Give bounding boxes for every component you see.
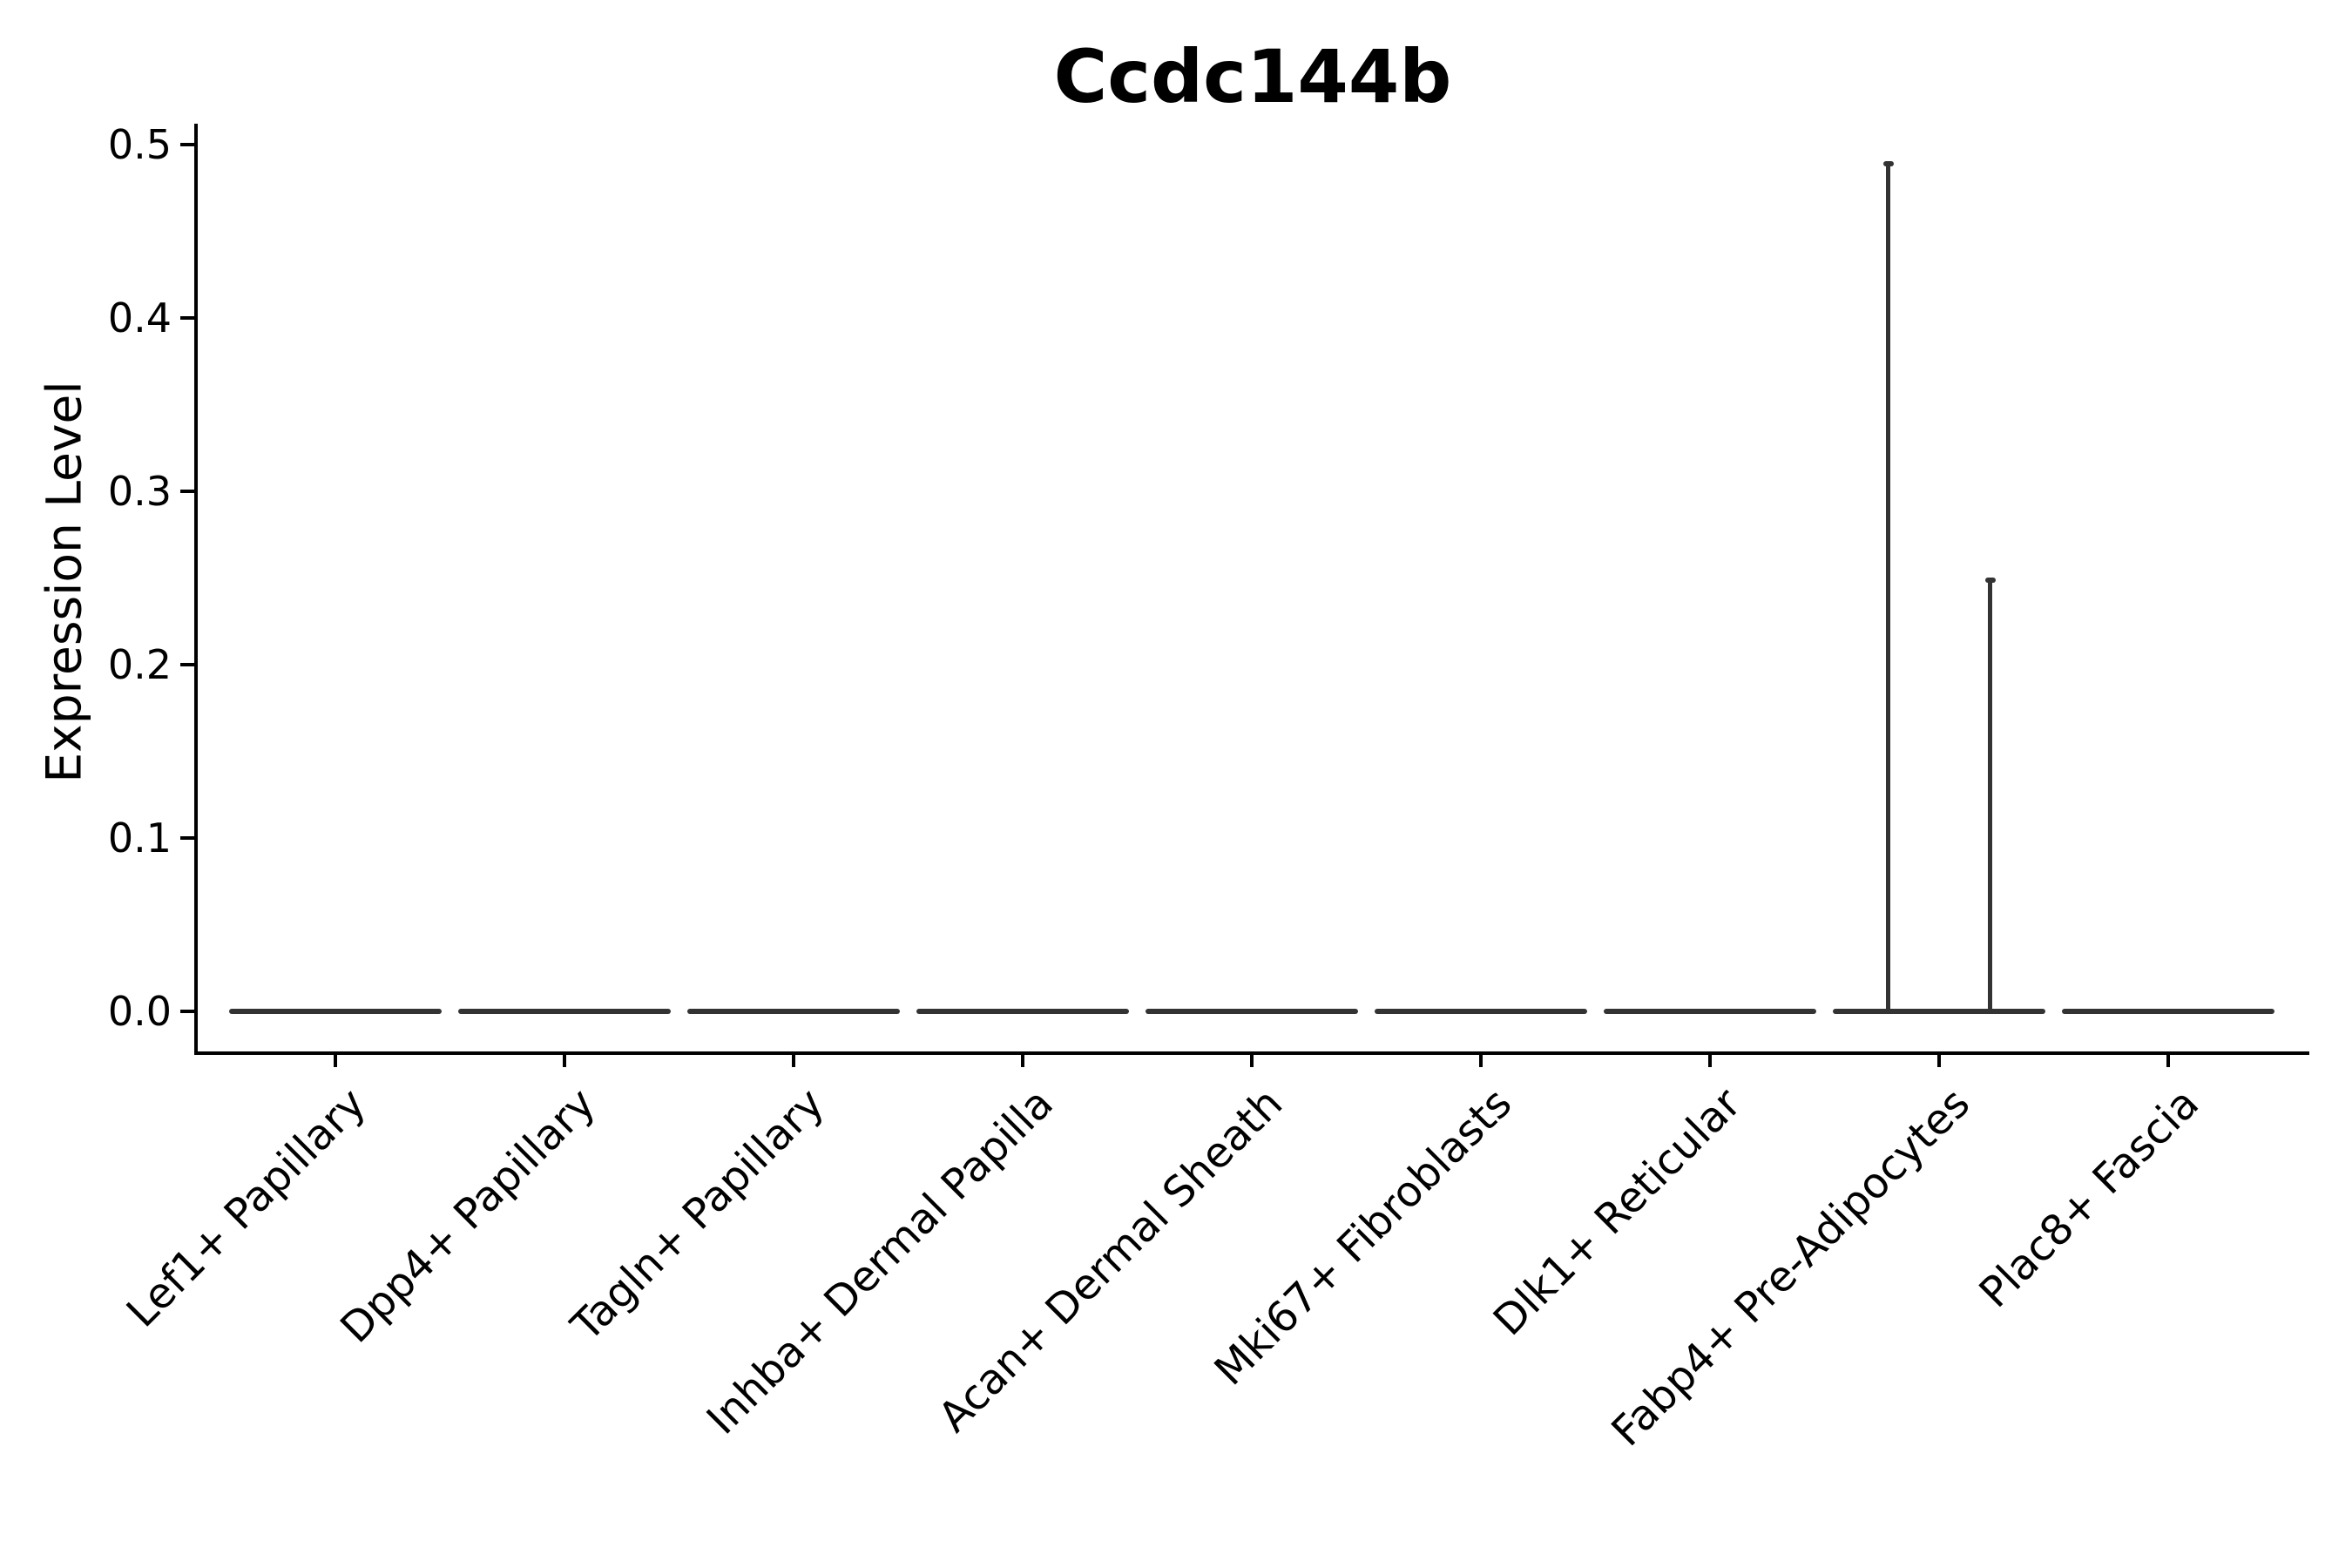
x-tick-mark — [1250, 1055, 1254, 1067]
violin-body — [229, 1009, 442, 1014]
y-tick-label: 0.0 — [107, 988, 172, 1035]
y-tick-label: 0.3 — [107, 468, 172, 515]
violin-body — [916, 1009, 1129, 1014]
y-tick-mark — [180, 663, 196, 666]
y-axis-label-text: Expression Level — [36, 381, 92, 783]
violin-body — [687, 1009, 900, 1014]
y-tick-label: 0.5 — [107, 121, 172, 168]
x-tick-mark — [792, 1055, 795, 1067]
x-tick-mark — [1937, 1055, 1941, 1067]
violin-spike-cap — [1882, 160, 1894, 166]
x-tick-label: Lef1+ Papillary — [118, 1078, 376, 1337]
chart-title: Ccdc144b — [1053, 34, 1452, 119]
violin-body — [1375, 1009, 1587, 1014]
violin-body — [1604, 1009, 1816, 1014]
y-tick-mark — [180, 143, 196, 146]
x-tick-label: Tagln+ Papillary — [562, 1078, 835, 1351]
x-tick-mark — [1479, 1055, 1483, 1067]
x-tick-mark — [334, 1055, 337, 1067]
x-tick-mark — [2166, 1055, 2170, 1067]
y-tick-mark — [180, 836, 196, 840]
y-tick-mark — [180, 1010, 196, 1013]
y-tick-label: 0.4 — [107, 294, 172, 341]
violin-spike — [1988, 578, 1992, 1014]
violin-body — [1833, 1009, 2045, 1014]
violin-spike-cap — [1984, 577, 1996, 583]
y-tick-mark — [180, 316, 196, 320]
x-axis-spine — [194, 1051, 2309, 1055]
y-tick-label: 0.1 — [107, 814, 172, 862]
y-tick-label: 0.2 — [107, 641, 172, 688]
violin-body — [2062, 1009, 2274, 1014]
x-tick-mark — [1021, 1055, 1024, 1067]
y-tick-mark — [180, 490, 196, 493]
x-tick-mark — [563, 1055, 566, 1067]
y-axis-spine — [194, 124, 198, 1055]
violin-body — [1146, 1009, 1358, 1014]
violin-body — [458, 1009, 671, 1014]
x-tick-label: Dlk1+ Reticular — [1484, 1078, 1751, 1346]
x-tick-mark — [1708, 1055, 1712, 1067]
x-tick-label: Dpp4+ Papillary — [331, 1078, 605, 1353]
violin-spike — [1886, 161, 1890, 1014]
x-tick-label: Plac8+ Fascia — [1970, 1078, 2209, 1318]
